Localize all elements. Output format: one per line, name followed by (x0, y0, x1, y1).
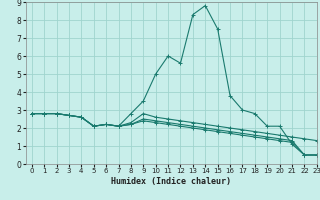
X-axis label: Humidex (Indice chaleur): Humidex (Indice chaleur) (111, 177, 231, 186)
